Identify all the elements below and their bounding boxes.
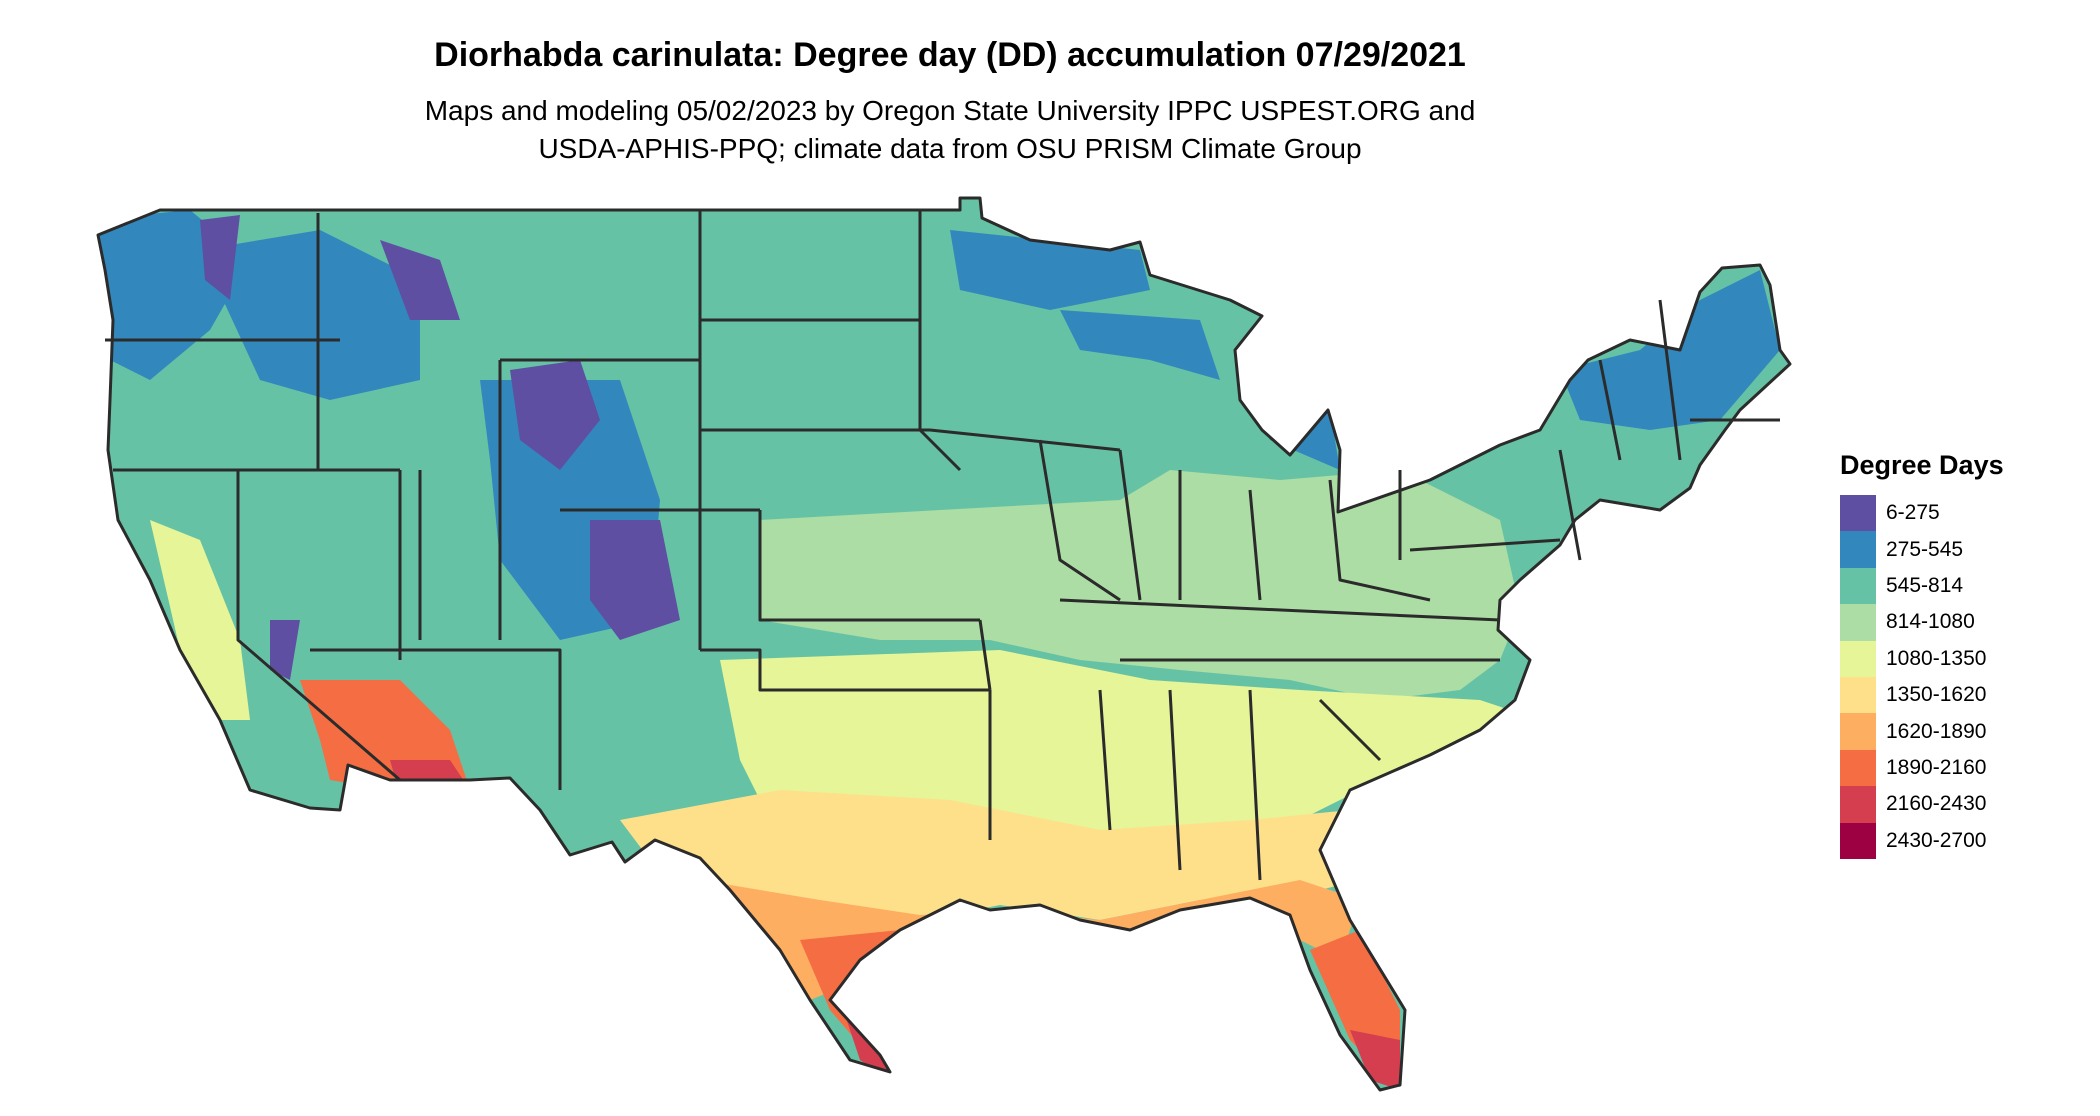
legend-label: 1890-2160 [1886, 755, 1987, 779]
legend-label: 1080-1350 [1886, 646, 1987, 670]
legend-swatch [1840, 713, 1876, 750]
legend-label: 814-1080 [1886, 610, 1975, 634]
legend-label: 2160-2430 [1886, 792, 1987, 816]
legend-swatch [1840, 604, 1876, 641]
legend-item: 2430-2700 [1840, 822, 2004, 859]
legend-item: 545-814 [1840, 567, 2004, 605]
legend-item: 1890-2160 [1840, 749, 2004, 787]
legend-label: 1350-1620 [1886, 683, 1987, 707]
legend-item: 814-1080 [1840, 604, 2004, 641]
legend-label: 275-545 [1886, 537, 1964, 561]
legend-item: 1080-1350 [1840, 640, 2004, 677]
legend: Degree Days 6-275 275-545 545-814 814-1080 1… [1840, 450, 2004, 859]
legend-swatch [1840, 749, 1876, 787]
legend-swatch [1840, 640, 1876, 677]
zone-275-545 [98, 210, 1780, 640]
legend-title: Degree Days [1840, 450, 2004, 480]
legend-label: 545-814 [1886, 573, 1964, 597]
map-title: Diorhabda carinulata: Degree day (DD) ac… [434, 36, 1466, 74]
legend-item: 6-275 [1840, 495, 2004, 532]
legend-swatch [1840, 567, 1876, 605]
legend-label: 2430-2700 [1886, 828, 1987, 852]
legend-item: 1620-1890 [1840, 713, 2004, 750]
legend-swatch [1840, 676, 1876, 714]
zone-814-1080 [760, 470, 1520, 700]
map-subtitle: Maps and modeling 05/02/2023 by Oregon S… [0, 92, 1900, 168]
legend-swatch [1840, 531, 1876, 568]
legend-item: 1350-1620 [1840, 676, 2004, 714]
legend-label: 1620-1890 [1886, 719, 1987, 743]
subtitle-line-2: USDA-APHIS-PPQ; climate data from OSU PR… [538, 133, 1362, 164]
legend-item: 2160-2430 [1840, 786, 2004, 823]
legend-label: 6-275 [1886, 501, 1940, 525]
legend-item: 275-545 [1840, 531, 2004, 568]
state-boundaries [96, 196, 1792, 1092]
zone-6-275 [200, 215, 680, 680]
legend-swatch [1840, 495, 1876, 532]
legend-swatch [1840, 822, 1876, 859]
legend-items: 6-275 275-545 545-814 814-1080 1080-1350 1350… [1840, 495, 2004, 859]
subtitle-line-1: Maps and modeling 05/02/2023 by Oregon S… [424, 95, 1476, 126]
zone-southwest-mix [150, 520, 250, 720]
legend-swatch [1840, 786, 1876, 823]
